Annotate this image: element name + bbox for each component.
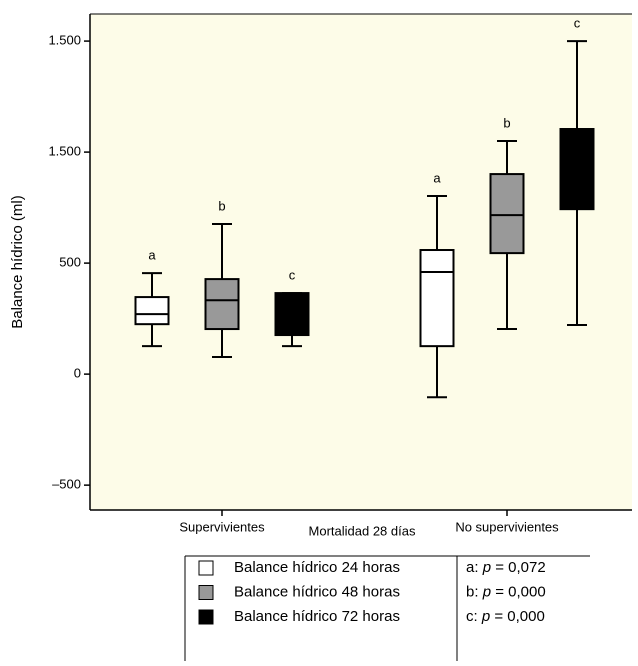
note-value: = 0,000 [494,608,544,625]
plot-background [90,14,632,510]
note-value: = 0,072 [495,559,545,576]
y-tick-label: 0 [74,366,81,381]
note-p: p [482,583,491,600]
y-tick-label: 1.500 [48,144,81,159]
note-p: p [481,608,490,625]
box [204,278,240,331]
x-tick-label: Supervivientes [179,519,265,534]
x-tick-label: No supervivientes [455,519,559,534]
box [134,296,170,326]
box-letter: b [218,198,225,213]
y-tick-label: –500 [52,477,81,492]
note-p: p [482,559,491,576]
box-letter: a [148,248,156,263]
y-axis-label: Balance hídrico (ml) [9,195,26,328]
x-axis-label: Mortalidad 28 días [309,523,416,538]
y-tick-label: 500 [59,255,81,270]
note-value: = 0,000 [495,583,545,600]
legend-label: Balance hídrico 72 horas [234,608,400,625]
box [419,249,455,348]
box [274,292,310,337]
p-value-note: a: p = 0,072 [466,559,546,576]
legend-swatch [198,560,214,576]
box-letter: a [433,170,441,185]
p-value-note: b: p = 0,000 [466,583,546,600]
legend-label: Balance hídrico 48 horas [234,583,400,600]
box-letter: c [574,16,581,31]
note-prefix: b: [466,583,479,600]
box-letter: b [503,115,510,130]
legend-swatch [198,609,214,625]
note-prefix: a: [466,559,479,576]
note-prefix: c: [466,608,478,625]
box-letter: c [289,268,296,283]
box [489,173,525,255]
legend-label: Balance hídrico 24 horas [234,559,400,576]
legend-swatch [198,585,214,600]
y-tick-label: 1.500 [48,33,81,48]
p-value-note: c: p = 0,000 [466,608,545,625]
